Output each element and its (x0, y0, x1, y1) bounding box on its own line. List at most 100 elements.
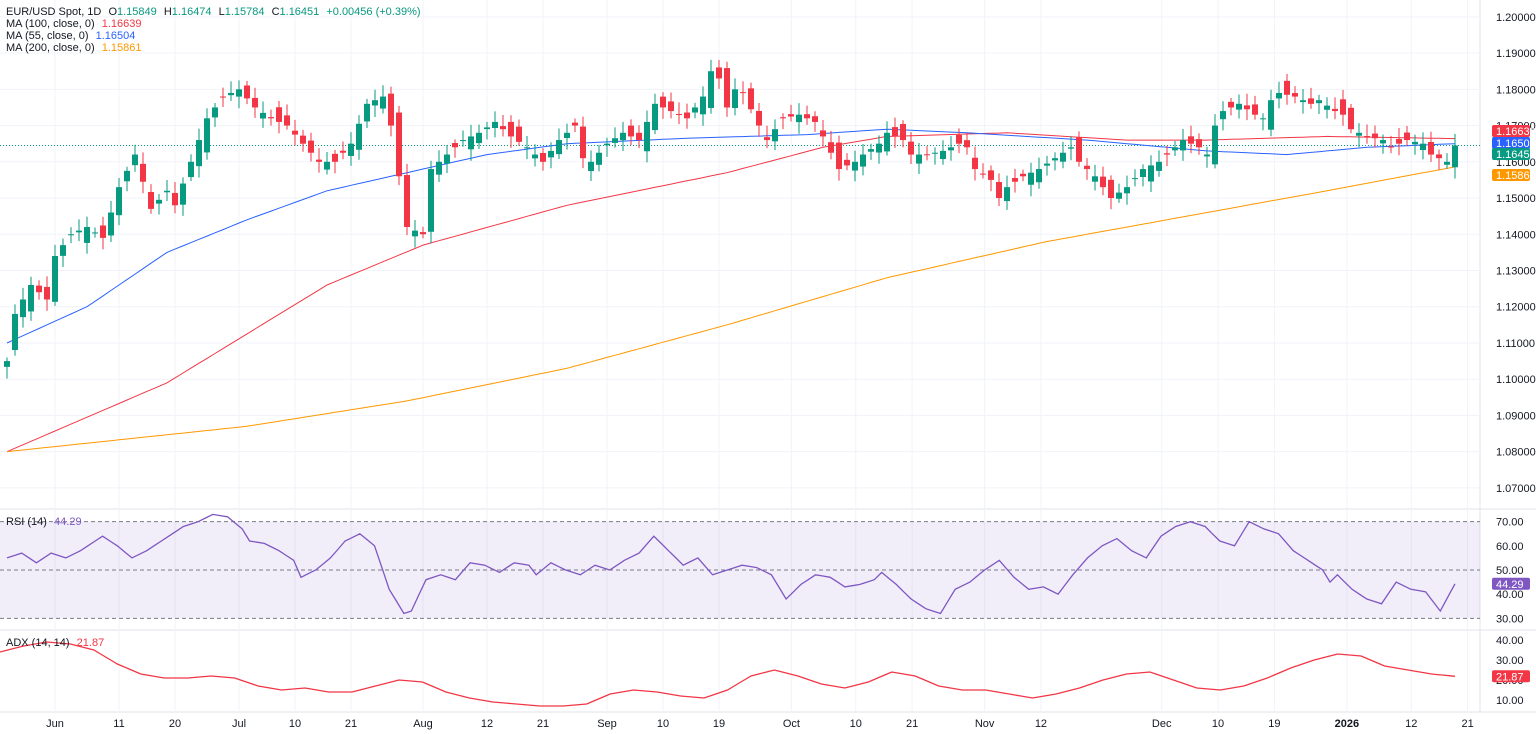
candle-body (60, 245, 66, 256)
candle-body (796, 114, 802, 123)
candle-body (940, 150, 946, 160)
price-axis[interactable]: 1.200001.190001.180001.170001.160001.150… (1496, 12, 1536, 707)
candle-body (1068, 147, 1074, 149)
candle-body (228, 92, 234, 96)
candle-body (1132, 178, 1138, 180)
candle-body (476, 132, 482, 144)
rsi-badge-bg (1492, 577, 1530, 590)
time-tick-label: Jun (46, 718, 64, 730)
ma200-value: 1.15861 (101, 42, 142, 54)
candle-body (124, 170, 130, 182)
time-tick-label: 10 (289, 718, 301, 730)
candle-body (204, 118, 210, 153)
candle-body (396, 112, 402, 177)
candle-body (1396, 139, 1402, 144)
candle-body (76, 230, 82, 233)
candle-body (1084, 165, 1090, 170)
rsi-legend[interactable]: RSI (14) 44.29 (6, 516, 86, 528)
candle-body (564, 132, 570, 139)
candle-body (516, 126, 522, 142)
time-tick-label: Nov (975, 718, 995, 730)
ma200-legend[interactable]: MA (200, close, 0) 1.15861 (6, 42, 145, 54)
time-tick-label: 20 (169, 718, 181, 730)
candle-body (756, 110, 762, 126)
candle-body (236, 89, 242, 97)
candle-body (500, 126, 506, 130)
price-tick-label: 1.11000 (1496, 338, 1535, 350)
symbol-title: EUR/USD Spot, 1D (6, 6, 102, 18)
candle-body (1100, 176, 1106, 188)
candle-body (252, 97, 258, 108)
candle-body (388, 93, 394, 126)
candle-body (612, 138, 618, 143)
adx-legend[interactable]: ADX (14, 14) 21.87 (6, 637, 108, 649)
candle-body (820, 130, 826, 137)
candle-body (1316, 100, 1322, 104)
candle-body (724, 68, 730, 108)
candle-body (380, 96, 386, 109)
time-tick-label: 21 (906, 718, 918, 730)
candle-body (1284, 80, 1290, 95)
candle-body (1252, 104, 1258, 115)
candle-body (100, 225, 106, 238)
time-axis[interactable]: Jun 11 20 Jul 10 21 Aug 12 21 Sep 10 19 Oct 10 21 Nov 12… (46, 718, 1474, 730)
candle-body (180, 183, 186, 205)
candle-body (428, 169, 434, 232)
candle-body (84, 227, 90, 243)
candle-body (748, 88, 754, 110)
candle-body (1436, 154, 1442, 159)
candle-body (340, 150, 346, 153)
candle-body (924, 154, 930, 156)
candle-body (1308, 98, 1314, 104)
price-badge-0: 1.16639 (1492, 125, 1536, 138)
candle-body (716, 67, 722, 79)
candle-body (604, 143, 610, 146)
candle-body (1012, 178, 1018, 182)
time-tick-label: 10 (1212, 718, 1224, 730)
time-tick-label: 21 (345, 718, 357, 730)
candle-body (1044, 163, 1050, 166)
candle-body (268, 117, 274, 119)
time-tick-label: 21 (537, 718, 549, 730)
candle-body (508, 121, 514, 137)
candle-body (1028, 172, 1034, 185)
time-tick-label: 11 (113, 718, 124, 730)
rsi-label: RSI (14) (6, 516, 47, 528)
candle-body (1388, 146, 1394, 148)
ma100-legend[interactable]: MA (100, close, 0) 1.16639 (6, 18, 145, 30)
time-tick-label: Dec (1152, 718, 1172, 730)
candle-body (1108, 179, 1114, 199)
candle-body (12, 313, 18, 351)
candle-body (20, 299, 26, 318)
candle-body (524, 147, 530, 149)
candle-body (572, 122, 578, 126)
candles (4, 59, 1458, 379)
candle-body (988, 170, 994, 180)
candle-body (964, 140, 970, 148)
price-tick-label: 1.09000 (1496, 410, 1536, 422)
candle-body (1076, 137, 1082, 162)
ma-line-ma55 (6, 128, 1456, 344)
candle-body (1060, 152, 1066, 162)
candle-body (700, 96, 706, 115)
adx-badge-text: 21.87 (1496, 671, 1524, 683)
price-tick-label: 1.20000 (1496, 12, 1536, 24)
candle-body (316, 159, 322, 162)
price-badge-2-text: 1.16451 (1496, 149, 1536, 161)
candle-body (892, 127, 898, 137)
candle-body (732, 89, 738, 109)
candle-body (164, 190, 170, 193)
candle-body (1180, 140, 1186, 151)
ma55-legend[interactable]: MA (55, close, 0) 1.16504 (6, 30, 139, 42)
candle-body (212, 107, 218, 118)
candle-body (1356, 132, 1362, 136)
candle-body (708, 71, 714, 109)
price-badge-3-text: 1.15861 (1496, 170, 1536, 182)
time-tick-label: Oct (783, 718, 800, 730)
ohlc-high-label: H (163, 6, 172, 18)
candle-body (1020, 173, 1026, 177)
candle-body (1372, 133, 1378, 139)
candle-body (868, 149, 874, 152)
candle-body (1036, 169, 1042, 183)
